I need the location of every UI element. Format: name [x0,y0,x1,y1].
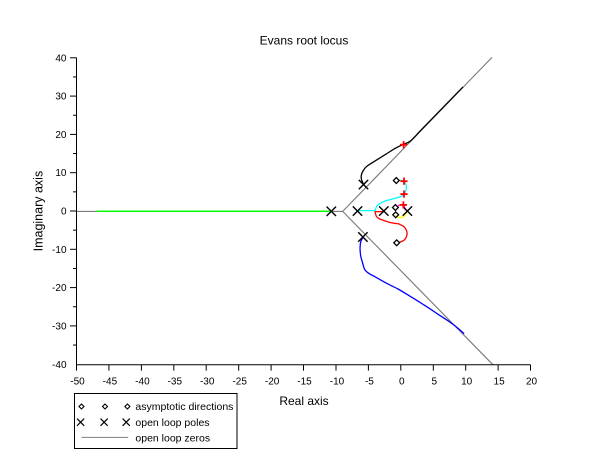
svg-text:asymptotic directions: asymptotic directions [135,401,233,413]
svg-text:-40: -40 [52,360,67,371]
svg-text:-20: -20 [52,283,67,294]
svg-text:40: 40 [55,53,67,64]
svg-text:20: 20 [55,130,67,141]
svg-text:open loop poles: open loop poles [135,417,209,429]
svg-text:-15: -15 [297,377,312,388]
svg-text:10: 10 [55,168,67,179]
svg-text:Evans root locus: Evans root locus [260,34,349,48]
svg-text:-35: -35 [168,377,183,388]
svg-text:Imaginary axis: Imaginary axis [31,171,45,252]
svg-text:5: 5 [432,377,438,388]
svg-text:15: 15 [494,377,506,388]
svg-text:-5: -5 [365,377,374,388]
svg-text:-40: -40 [135,377,150,388]
svg-text:-20: -20 [265,377,280,388]
svg-text:10: 10 [461,377,473,388]
svg-text:-30: -30 [200,377,215,388]
svg-text:-25: -25 [232,377,247,388]
svg-text:open loop zeros: open loop zeros [135,432,210,444]
svg-text:0: 0 [61,207,67,218]
svg-text:-10: -10 [52,245,67,256]
svg-text:30: 30 [55,92,67,103]
svg-text:0: 0 [399,377,405,388]
svg-text:Real axis: Real axis [279,394,328,408]
svg-text:20: 20 [526,377,538,388]
svg-text:-45: -45 [103,377,118,388]
svg-text:-50: -50 [70,377,85,388]
svg-text:-30: -30 [52,321,67,332]
svg-text:-10: -10 [330,377,345,388]
